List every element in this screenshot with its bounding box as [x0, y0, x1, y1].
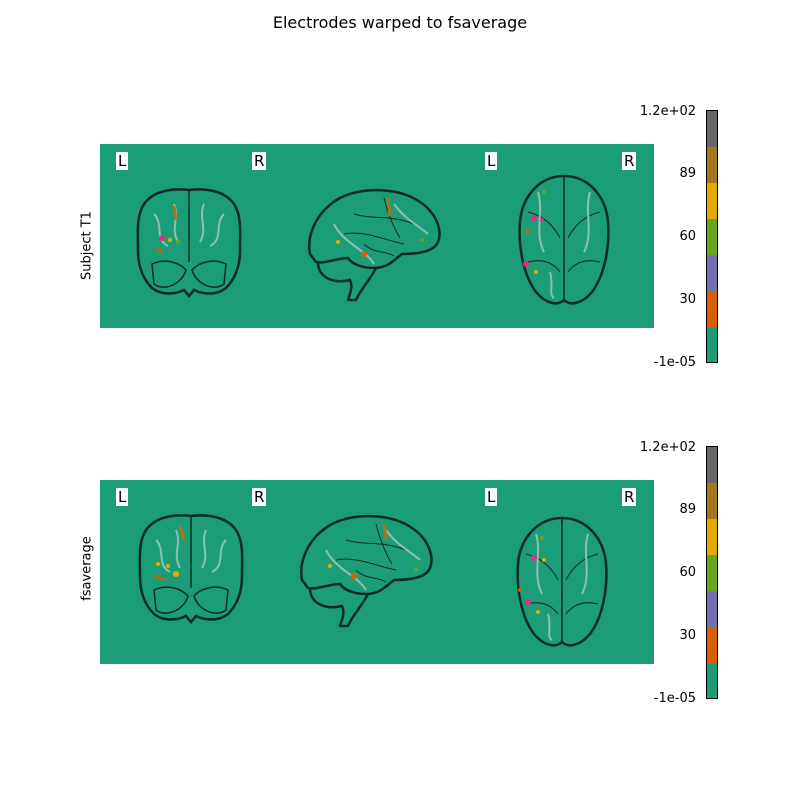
- coronal-brain-view: [138, 514, 244, 624]
- colorbar-segment: [707, 627, 717, 663]
- colorbar-tick-label: 89: [679, 166, 696, 181]
- colorbar-segment: [707, 483, 717, 519]
- side-label-right-2: R: [622, 488, 637, 506]
- sagittal-brain-view: [308, 188, 441, 302]
- colorbar-tick-label: -1e-05: [653, 691, 696, 706]
- colorbar-tick-label: 1.2e+02: [639, 104, 696, 119]
- colorbar-segment: [707, 111, 717, 147]
- side-label-left-2: L: [485, 152, 498, 170]
- colorbar-segment: [707, 447, 717, 483]
- axial-brain-view: [516, 516, 608, 647]
- brain-panel-fsaverage: L R L R: [100, 480, 654, 664]
- colorbar-segment: [707, 183, 717, 219]
- colorbar-segment: [707, 291, 717, 327]
- colorbar-segment: [707, 519, 717, 555]
- panel-1-ylabel: Subject T1: [79, 211, 95, 280]
- colorbar-segment: [707, 591, 717, 627]
- colorbar-segment: [707, 147, 717, 183]
- coronal-brain-view: [136, 188, 242, 298]
- side-label-left-2: L: [485, 488, 498, 506]
- colorbar-tick-label: 60: [679, 565, 696, 580]
- colorbar-tick-label: 30: [679, 292, 696, 307]
- side-label-left-1: L: [116, 488, 129, 506]
- axial-brain-view: [518, 174, 610, 305]
- colorbar-panel-1: [706, 110, 718, 363]
- side-label-left-1: L: [116, 152, 129, 170]
- colorbar-tick-label: -1e-05: [653, 355, 696, 370]
- figure-title: Electrodes warped to fsaverage: [272, 13, 528, 32]
- colorbar-segment: [707, 663, 717, 698]
- colorbar-segment: [707, 255, 717, 291]
- panel-2-ylabel: fsaverage: [79, 536, 95, 601]
- side-label-right-1: R: [252, 488, 267, 506]
- colorbar-segment: [707, 219, 717, 255]
- colorbar-segment: [707, 555, 717, 591]
- colorbar-tick-label: 30: [679, 628, 696, 643]
- brain-panel-subject-t1: L R L R: [100, 144, 654, 328]
- colorbar-panel-2: [706, 446, 718, 699]
- colorbar-tick-label: 60: [679, 229, 696, 244]
- colorbar-tick-label: 1.2e+02: [639, 440, 696, 455]
- colorbar-tick-label: 89: [679, 502, 696, 517]
- side-label-right-2: R: [622, 152, 637, 170]
- side-label-right-1: R: [252, 152, 267, 170]
- sagittal-brain-view: [300, 514, 433, 628]
- colorbar-segment: [707, 327, 717, 362]
